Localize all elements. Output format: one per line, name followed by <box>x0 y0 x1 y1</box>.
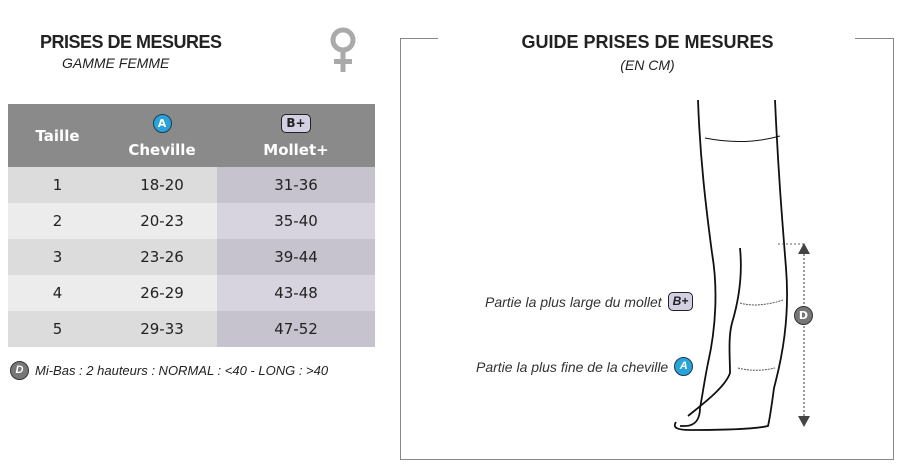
height-note: D Mi-Bas : 2 hauteurs : NORMAL : <40 - LO… <box>10 361 328 380</box>
table-row: 3 23-26 39-44 <box>8 239 375 275</box>
cell-taille: 1 <box>8 167 107 203</box>
guide-subtitle: (EN CM) <box>620 57 675 73</box>
frame-top-left <box>400 38 438 39</box>
cell-mollet: 35-40 <box>217 203 375 239</box>
badge-b-plus-leg: B+ <box>667 292 694 311</box>
label-cheville: Partie la plus fine de la cheville A <box>476 357 694 376</box>
badge-a: A <box>152 113 172 133</box>
leg-illustration <box>673 99 810 431</box>
table-row: 2 20-23 35-40 <box>8 203 375 239</box>
header-taille: Taille <box>8 104 107 167</box>
cell-cheville: 26-29 <box>107 275 217 311</box>
table-header: Taille A Cheville B+ Mollet+ <box>8 104 375 167</box>
header-mollet: B+ Mollet+ <box>217 104 375 167</box>
cell-mollet: 43-48 <box>217 275 375 311</box>
table-row: 4 26-29 43-48 <box>8 275 375 311</box>
table-row: 1 18-20 31-36 <box>8 167 375 203</box>
cell-cheville: 18-20 <box>107 167 217 203</box>
header-cheville: A Cheville <box>107 104 217 167</box>
cell-taille: 5 <box>8 311 107 347</box>
badge-d-leg: D <box>794 306 813 325</box>
cell-taille: 4 <box>8 275 107 311</box>
page-subtitle: GAMME FEMME <box>62 55 170 71</box>
page-title: PRISES DE MESURES <box>40 32 222 52</box>
cell-mollet: 31-36 <box>217 167 375 203</box>
badge-a-leg: A <box>674 357 694 376</box>
label-mollet: Partie la plus large du mollet B+ <box>485 292 694 311</box>
frame-top-right <box>855 38 893 39</box>
cell-cheville: 20-23 <box>107 203 217 239</box>
cell-cheville: 23-26 <box>107 239 217 275</box>
badge-b-plus: B+ <box>281 113 311 133</box>
badge-d: D <box>10 361 29 380</box>
cell-taille: 3 <box>8 239 107 275</box>
guide-title: GUIDE PRISES DE MESURES <box>521 32 774 52</box>
table-row: 5 29-33 47-52 <box>8 311 375 347</box>
cell-cheville: 29-33 <box>107 311 217 347</box>
size-table: Taille A Cheville B+ Mollet+ 1 18-20 31-36 2… <box>8 104 375 347</box>
female-symbol-icon <box>330 27 356 72</box>
guide-frame <box>400 38 894 460</box>
cell-taille: 2 <box>8 203 107 239</box>
cell-mollet: 39-44 <box>217 239 375 275</box>
cell-mollet: 47-52 <box>217 311 375 347</box>
